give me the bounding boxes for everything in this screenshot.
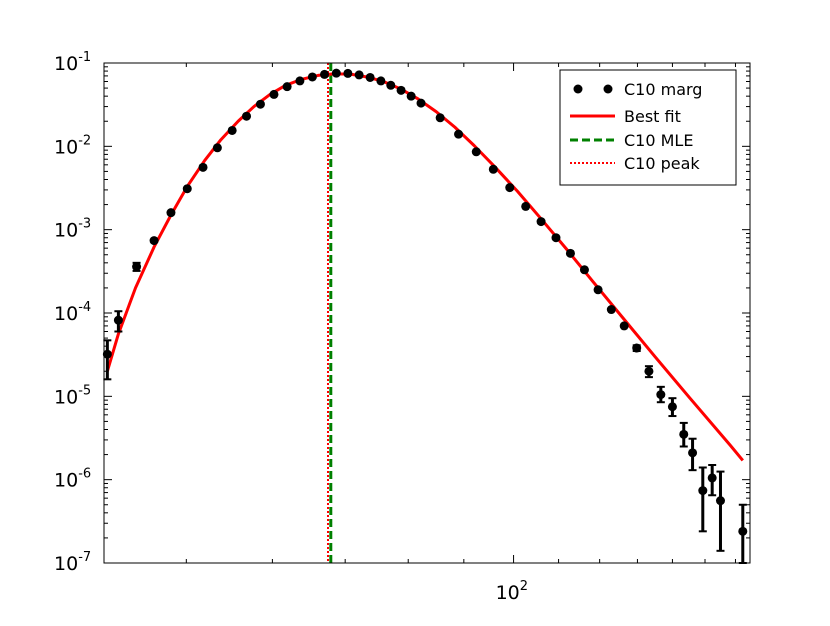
data-point bbox=[667, 402, 677, 412]
legend-marker-icon bbox=[603, 84, 613, 94]
data-point bbox=[365, 72, 375, 82]
data-point bbox=[307, 72, 317, 82]
y-tick-label: 10-4 bbox=[54, 300, 91, 325]
plot-area bbox=[102, 63, 748, 564]
data-point bbox=[656, 390, 666, 400]
data-point bbox=[715, 496, 725, 506]
data-point bbox=[376, 76, 386, 86]
data-point bbox=[212, 143, 222, 153]
legend-box bbox=[559, 69, 737, 186]
data-point bbox=[132, 262, 142, 272]
y-tick-label: 10-7 bbox=[54, 550, 91, 575]
data-point bbox=[488, 164, 498, 174]
data-point bbox=[471, 147, 481, 157]
data-point bbox=[331, 68, 341, 78]
legend-marker-icon bbox=[573, 84, 583, 94]
y-tick-label: 10-2 bbox=[54, 133, 91, 158]
data-point bbox=[319, 69, 329, 79]
data-point bbox=[435, 113, 445, 123]
data-point bbox=[521, 201, 531, 211]
data-point bbox=[149, 236, 159, 246]
y-tick-label: 10-5 bbox=[54, 383, 91, 408]
data-point bbox=[738, 526, 748, 536]
axes: 10-7 10-6 10-5 10-4 10-3 10-2 10-1 102 bbox=[54, 50, 750, 604]
x-tick-label: 102 bbox=[496, 579, 528, 604]
data-point bbox=[396, 85, 406, 95]
data-point bbox=[406, 91, 416, 101]
data-point bbox=[255, 99, 265, 109]
data-point bbox=[536, 217, 546, 227]
data-point bbox=[242, 111, 252, 121]
data-point bbox=[551, 233, 561, 243]
data-point bbox=[295, 76, 305, 86]
data-point bbox=[565, 248, 575, 258]
data-point bbox=[505, 183, 515, 193]
data-point bbox=[707, 473, 717, 483]
legend-label-best-fit: Best fit bbox=[624, 107, 681, 126]
data-point bbox=[688, 448, 698, 458]
data-point bbox=[113, 315, 123, 325]
data-point bbox=[454, 129, 464, 139]
data-point bbox=[354, 70, 364, 80]
data-point bbox=[269, 89, 279, 99]
data-point bbox=[416, 98, 426, 108]
data-point bbox=[579, 265, 589, 275]
data-point bbox=[198, 162, 208, 172]
data-point bbox=[282, 82, 292, 92]
data-point bbox=[698, 486, 708, 496]
data-point bbox=[632, 343, 642, 353]
data-point bbox=[343, 68, 353, 78]
data-point bbox=[644, 366, 654, 376]
y-tick-label: 10-6 bbox=[54, 467, 91, 492]
legend-label-c10-marg: C10 marg bbox=[624, 80, 702, 99]
data-point bbox=[593, 285, 603, 295]
data-point bbox=[606, 305, 616, 315]
data-point bbox=[619, 321, 629, 331]
data-point bbox=[386, 80, 396, 90]
data-point bbox=[679, 429, 689, 439]
legend: C10 marg Best fit C10 MLE C10 peak bbox=[559, 69, 737, 186]
data-point bbox=[227, 125, 237, 135]
y-tick-label: 10-3 bbox=[54, 217, 91, 242]
legend-label-c10-peak: C10 peak bbox=[624, 154, 700, 173]
data-point bbox=[182, 184, 192, 194]
y-tick-label: 10-1 bbox=[54, 50, 91, 75]
legend-label-c10-mle: C10 MLE bbox=[624, 131, 693, 150]
data-point bbox=[166, 208, 176, 218]
